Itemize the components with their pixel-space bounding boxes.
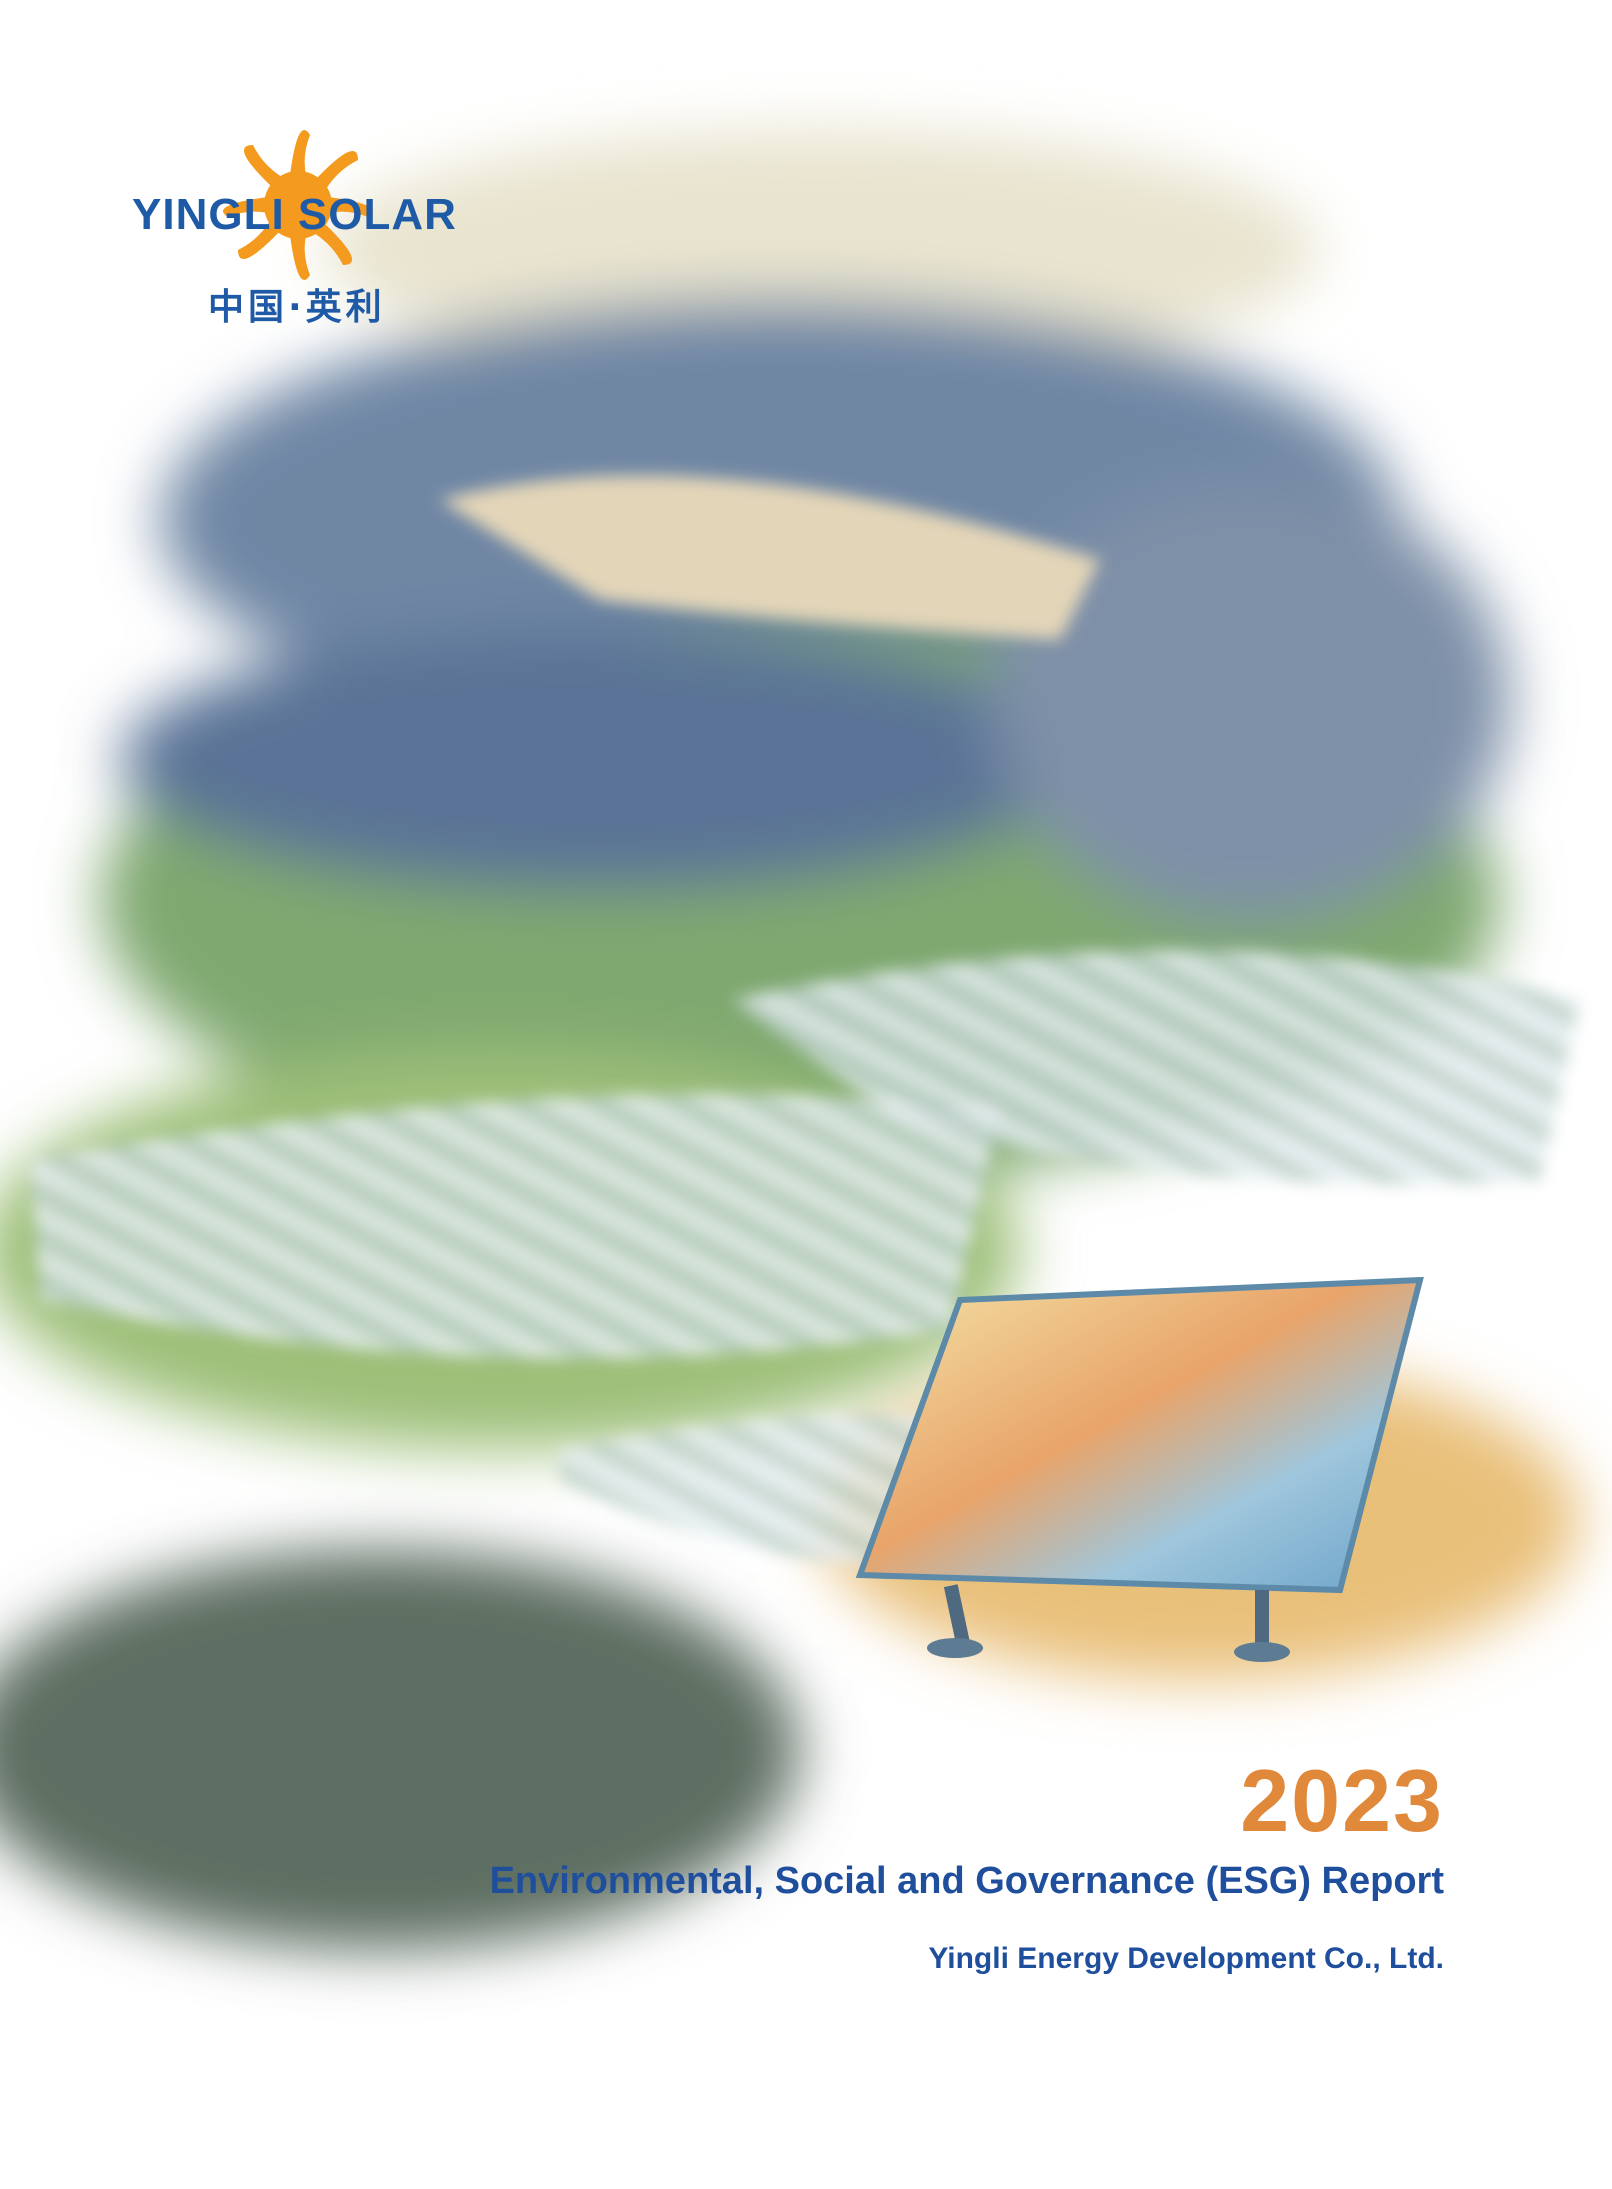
logo-chinese: 中国·英利 [208, 287, 386, 328]
report-year: 2023 [1240, 1751, 1444, 1850]
logo-name: YINGLI SOLAR [132, 190, 457, 239]
company-name: Yingli Energy Development Co., Ltd. [928, 1942, 1444, 1975]
report-title: Environmental, Social and Governance (ES… [489, 1860, 1444, 1902]
logo-sun [223, 130, 373, 280]
solar-panel [855, 1276, 1424, 1662]
